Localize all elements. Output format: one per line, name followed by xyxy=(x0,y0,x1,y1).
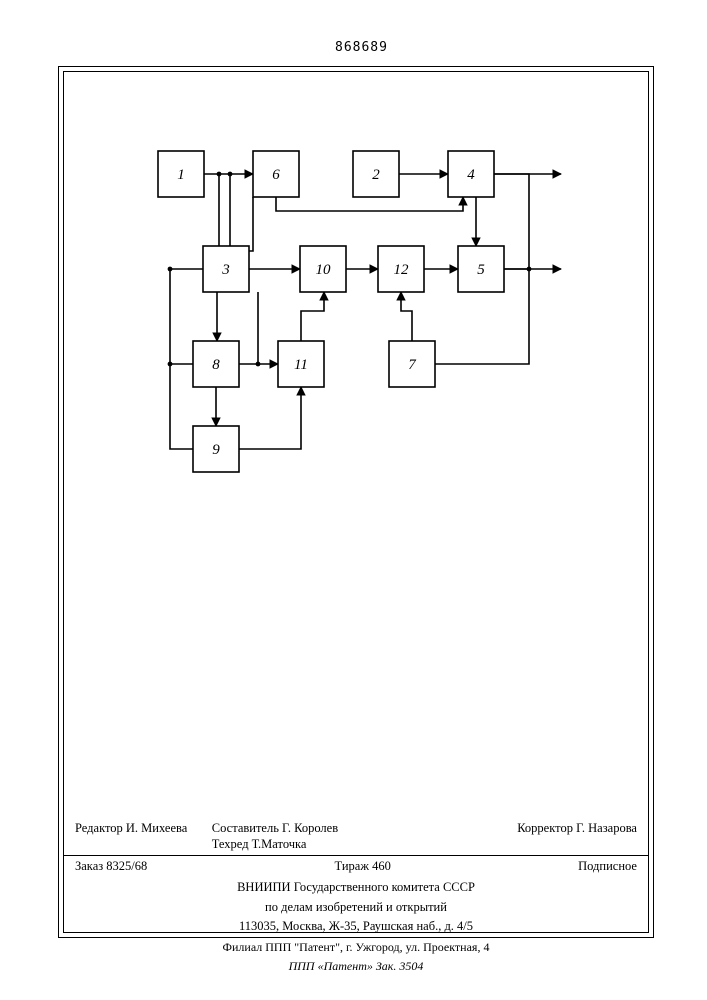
editor-label: Редактор И. Михеева xyxy=(75,821,187,852)
edge xyxy=(230,174,253,251)
compiler-label: Составитель Г. Королев xyxy=(212,821,493,837)
block-label: 1 xyxy=(177,167,185,183)
junction-dot xyxy=(168,267,173,272)
block-label: 9 xyxy=(212,442,220,458)
junction-dot xyxy=(228,172,233,177)
junction-dot xyxy=(168,362,173,367)
block-label: 12 xyxy=(394,262,410,278)
institution-line-1: ВНИИПИ Государственного комитета СССР xyxy=(63,878,649,898)
corrector-label: Корректор Г. Назарова xyxy=(517,821,637,852)
techeditor-label: Техред Т.Маточка xyxy=(212,837,493,853)
branch-line-1: Филиал ППП "Патент", г. Ужгород, ул. Про… xyxy=(63,938,649,957)
page-number: 868689 xyxy=(335,40,388,55)
tirage: Тираж 460 xyxy=(335,859,391,875)
edge xyxy=(401,292,412,341)
junction-dot xyxy=(217,172,222,177)
edge xyxy=(239,387,301,449)
branch-line-2: ППП «Патент» Зак. 3504 xyxy=(63,957,649,976)
edge xyxy=(301,292,324,341)
block-label: 5 xyxy=(477,262,485,278)
block-label: 4 xyxy=(467,167,475,183)
block-label: 11 xyxy=(294,357,308,373)
block-label: 8 xyxy=(212,357,220,373)
order-number: Заказ 8325/68 xyxy=(75,859,147,875)
institution-line-3: 113035, Москва, Ж-35, Раушская наб., д. … xyxy=(63,917,649,937)
edge xyxy=(276,197,463,211)
junction-dot xyxy=(256,362,261,367)
subscription: Подписное xyxy=(578,859,637,875)
block-label: 2 xyxy=(372,167,380,183)
block-label: 10 xyxy=(316,262,332,278)
block-label: 3 xyxy=(221,262,230,278)
junction-dot xyxy=(527,267,532,272)
block-label: 6 xyxy=(272,167,280,183)
block-diagram: 162431012581179 xyxy=(63,71,649,551)
publication-footer: Редактор И. Михеева Составитель Г. Корол… xyxy=(63,818,649,976)
institution-line-2: по делам изобретений и открытий xyxy=(63,898,649,918)
